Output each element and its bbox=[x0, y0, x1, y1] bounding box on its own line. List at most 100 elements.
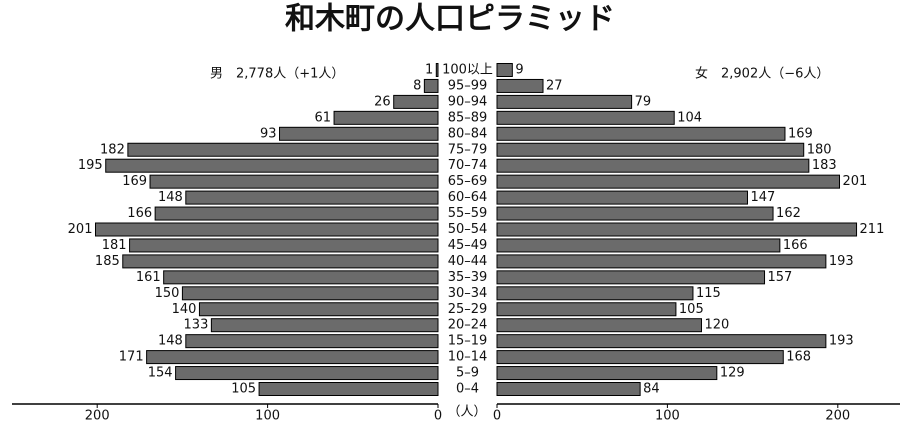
bar bbox=[496, 254, 827, 269]
category-label: 40–44 bbox=[448, 254, 488, 269]
bar bbox=[496, 142, 805, 157]
value-label: 171 bbox=[119, 350, 144, 365]
bar bbox=[185, 334, 439, 349]
value-label: 133 bbox=[184, 318, 209, 333]
category-label: 60–64 bbox=[448, 190, 488, 205]
value-label: 180 bbox=[807, 142, 832, 157]
x-tick-label: 0 bbox=[493, 409, 501, 424]
category-label: 65–69 bbox=[448, 174, 488, 189]
value-label: 166 bbox=[783, 238, 808, 253]
value-label: 185 bbox=[95, 254, 120, 269]
bar bbox=[496, 126, 786, 141]
category-label: 85–89 bbox=[448, 110, 488, 125]
category-label: 10–14 bbox=[448, 350, 488, 365]
bar bbox=[146, 350, 439, 365]
x-tick-label: 200 bbox=[825, 409, 850, 424]
value-label: 104 bbox=[677, 110, 702, 125]
value-label: 181 bbox=[102, 238, 127, 253]
value-label: 150 bbox=[155, 286, 180, 301]
value-label: 140 bbox=[172, 302, 197, 317]
bar bbox=[496, 270, 766, 285]
category-label: 5–9 bbox=[456, 366, 479, 381]
x-tick-label: 0 bbox=[434, 409, 442, 424]
value-label: 211 bbox=[860, 222, 885, 237]
value-label: 154 bbox=[148, 366, 173, 381]
bar bbox=[185, 190, 439, 205]
value-label: 115 bbox=[696, 286, 721, 301]
bar bbox=[258, 382, 439, 396]
bar bbox=[149, 174, 439, 189]
value-label: 201 bbox=[68, 222, 93, 237]
value-label: 1 bbox=[425, 63, 433, 78]
bar bbox=[393, 94, 439, 109]
bar bbox=[181, 286, 439, 301]
bar bbox=[496, 286, 694, 301]
value-label: 157 bbox=[768, 270, 793, 285]
value-label: 148 bbox=[158, 334, 183, 349]
category-label: 35–39 bbox=[448, 270, 488, 285]
bar bbox=[496, 318, 702, 333]
bar bbox=[198, 302, 439, 317]
bar bbox=[496, 206, 774, 221]
bar bbox=[496, 366, 718, 381]
value-label: 183 bbox=[812, 158, 837, 173]
bar bbox=[122, 254, 439, 269]
category-label: 90–94 bbox=[448, 94, 488, 109]
value-label: 161 bbox=[136, 270, 161, 285]
bar bbox=[496, 350, 784, 365]
bar bbox=[127, 142, 439, 157]
bar bbox=[496, 238, 781, 253]
category-label: 70–74 bbox=[448, 158, 488, 173]
bar bbox=[496, 63, 513, 77]
bar bbox=[210, 318, 439, 333]
value-label: 169 bbox=[122, 174, 147, 189]
bar bbox=[496, 158, 810, 173]
value-label: 166 bbox=[127, 206, 152, 221]
bar bbox=[333, 110, 439, 125]
value-label: 195 bbox=[78, 158, 103, 173]
value-label: 120 bbox=[704, 318, 729, 333]
category-label: 75–79 bbox=[448, 142, 488, 157]
value-label: 93 bbox=[260, 126, 277, 141]
category-label: 20–24 bbox=[448, 318, 488, 333]
value-label: 26 bbox=[374, 94, 391, 109]
category-label: 50–54 bbox=[448, 222, 488, 237]
bar bbox=[175, 366, 439, 381]
value-label: 105 bbox=[231, 382, 256, 397]
category-label: 15–19 bbox=[448, 334, 488, 349]
category-label: 25–29 bbox=[448, 302, 488, 317]
category-label: 45–49 bbox=[448, 238, 488, 253]
bar bbox=[154, 206, 439, 221]
bar bbox=[279, 126, 439, 141]
bar bbox=[94, 222, 439, 237]
category-label: 95–99 bbox=[448, 78, 488, 93]
bar bbox=[496, 174, 841, 189]
value-label: 147 bbox=[750, 190, 775, 205]
bar bbox=[496, 110, 675, 125]
value-label: 168 bbox=[786, 350, 811, 365]
value-label: 84 bbox=[643, 382, 660, 397]
value-label: 169 bbox=[788, 126, 813, 141]
bar bbox=[496, 334, 827, 349]
bar bbox=[496, 190, 748, 205]
category-label: 80–84 bbox=[448, 126, 488, 141]
value-label: 162 bbox=[776, 206, 801, 221]
bar bbox=[496, 222, 858, 237]
legend-male: 男 2,778人（+1人） bbox=[210, 67, 344, 82]
category-label: 100以上 bbox=[442, 63, 493, 78]
value-label: 201 bbox=[843, 174, 868, 189]
value-label: 8 bbox=[413, 78, 421, 93]
bar bbox=[496, 78, 544, 93]
category-label: 55–59 bbox=[448, 206, 488, 221]
bar bbox=[105, 158, 439, 173]
value-label: 105 bbox=[679, 302, 704, 317]
bar bbox=[496, 382, 641, 396]
x-tick-label: 200 bbox=[85, 409, 110, 424]
bar bbox=[435, 63, 439, 77]
value-label: 61 bbox=[315, 110, 332, 125]
value-label: 148 bbox=[158, 190, 183, 205]
bar bbox=[496, 302, 677, 317]
category-label: 0–4 bbox=[456, 382, 479, 397]
value-label: 193 bbox=[829, 254, 854, 269]
